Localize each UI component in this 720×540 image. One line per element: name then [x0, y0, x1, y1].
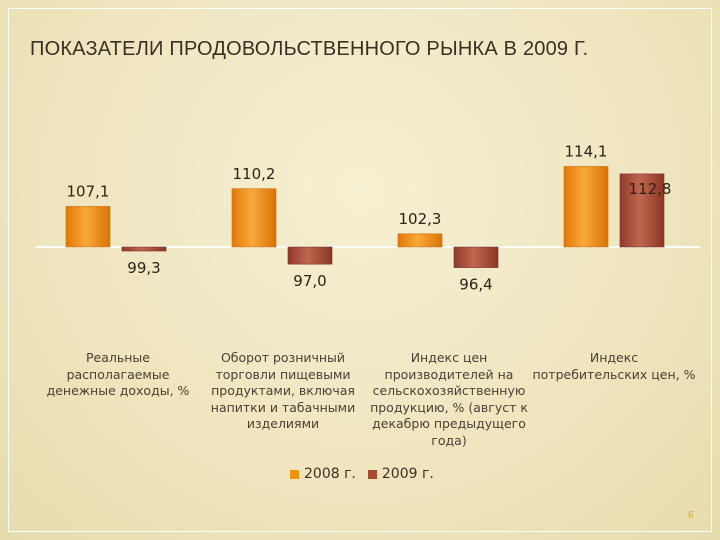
value-label-2009-1: 97,0: [293, 272, 326, 290]
bar-2008-2: [397, 233, 443, 248]
category-label-3: Индекс потребительских цен, %: [532, 350, 696, 382]
page-title: ПОКАЗАТЕЛИ ПРОДОВОЛЬСТВЕННОГО РЫНКА В 20…: [30, 38, 589, 60]
value-label-2009-3: 112,8: [629, 180, 672, 198]
bar-2009-3: [619, 173, 665, 248]
legend-swatch-2009: [367, 469, 377, 479]
value-label-2008-2: 102,3: [399, 210, 442, 228]
chart-legend: 2008 г. 2009 г.: [290, 465, 446, 483]
bar-2008-0: [65, 206, 111, 248]
category-label-2: Индекс цен производителей на сельскохозя…: [370, 350, 528, 448]
bars-group: [65, 166, 665, 268]
legend-item-2009: 2009 г.: [367, 466, 434, 482]
page-number: 6: [688, 510, 694, 521]
value-label-2009-2: 96,4: [459, 276, 492, 294]
legend-label-2008: 2008 г.: [304, 466, 356, 482]
value-label-2008-1: 110,2: [233, 165, 276, 183]
value-label-2009-0: 99,3: [127, 259, 160, 277]
category-label-0: Реальные располагаемые денежные доходы, …: [46, 350, 190, 398]
category-label-1: Оборот розничный торговли пищевыми проду…: [210, 350, 356, 431]
bar-2009-1: [287, 246, 333, 265]
bar-2008-3: [563, 166, 609, 248]
legend-label-2009: 2009 г.: [381, 466, 434, 482]
legend-item-2008: 2008 г.: [290, 466, 356, 482]
value-label-2008-0: 107,1: [67, 182, 110, 200]
value-label-2008-3: 114,1: [565, 142, 608, 160]
bar-2009-2: [453, 246, 499, 268]
bar-2009-0: [121, 246, 167, 252]
slide-frame: [8, 8, 712, 532]
bar-2008-1: [231, 188, 277, 248]
legend-swatch-2008: [290, 469, 299, 479]
value-labels-group: 107,1 110,2 102,3 114,1 99,3 97,0 96,4 112,8: [67, 142, 672, 293]
